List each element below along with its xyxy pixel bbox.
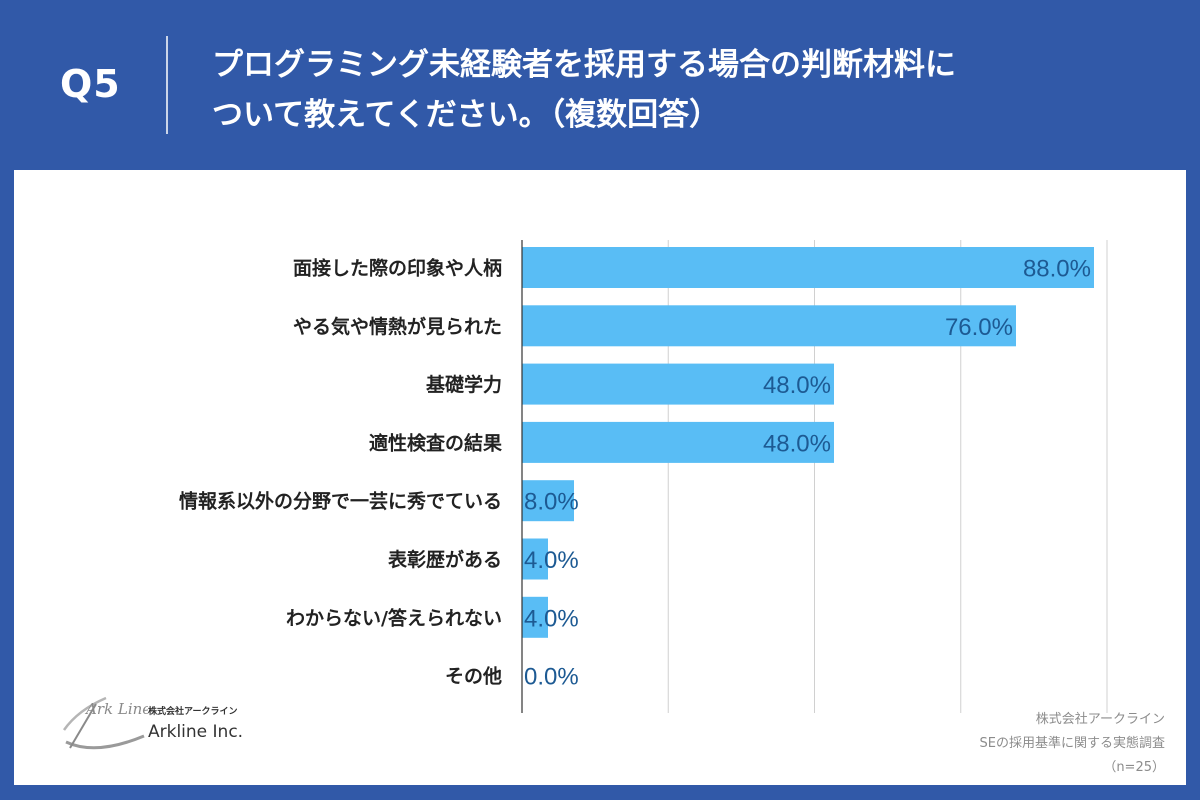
bar-0 bbox=[522, 247, 1094, 288]
question-number: Q5 bbox=[60, 62, 121, 106]
data-label-1: 76.0% bbox=[945, 314, 1013, 341]
source-survey: SEの採用基準に関する実態調査 bbox=[979, 736, 1165, 751]
bar-2 bbox=[522, 363, 834, 405]
bar-chart: 面接した際の印象や人柄 88.0% やる気や情熱が見られた 76.0% 基礎学力 48.0… bbox=[179, 240, 1108, 713]
source-note: 株式会社アークライン SEの採用基準に関する実態調査 （n=25） bbox=[980, 708, 1165, 780]
category-label-3: 適性検査の結果 bbox=[369, 431, 502, 454]
logo-company-jp: 株式会社アークライン bbox=[148, 707, 238, 717]
data-label-7: 0.0% bbox=[524, 664, 579, 691]
bar-4 bbox=[522, 480, 574, 522]
bar-5 bbox=[522, 538, 548, 580]
category-label-6: わからない/答えられない bbox=[286, 606, 502, 629]
logo-company-en: Arkline Inc. bbox=[148, 722, 244, 742]
bar-3 bbox=[522, 421, 834, 463]
arkline-emblem-icon: Ark Line bbox=[62, 696, 151, 750]
data-label-4: 8.0% bbox=[524, 489, 579, 516]
header-divider bbox=[166, 36, 168, 134]
logo-emblem-text: Ark Line bbox=[84, 700, 148, 718]
data-label-5: 4.0% bbox=[524, 547, 579, 574]
bar-1 bbox=[522, 305, 1016, 347]
question-line-1: プログラミング未経験者を採用する場合の判断材料に bbox=[212, 47, 956, 83]
question-line-2: ついて教えてください。（複数回答） bbox=[212, 97, 721, 133]
category-label-0: 面接した際の印象や人柄 bbox=[293, 257, 502, 280]
bar-6 bbox=[522, 596, 548, 638]
category-label-7: その他 bbox=[445, 665, 502, 688]
data-label-6: 4.0% bbox=[524, 605, 579, 632]
source-company: 株式会社アークライン bbox=[1035, 712, 1165, 727]
data-label-0: 88.0% bbox=[1023, 256, 1091, 283]
header: Q5 プログラミング未経験者を採用する場合の判断材料に ついて教えてください。（… bbox=[0, 0, 1200, 168]
category-label-4: 情報系以外の分野で一芸に秀でている bbox=[179, 490, 502, 513]
category-label-2: 基礎学力 bbox=[425, 373, 502, 396]
question-title: プログラミング未経験者を採用する場合の判断材料に ついて教えてください。（複数回… bbox=[212, 40, 1112, 140]
chart-panel: 面接した際の印象や人柄 88.0% やる気や情熱が見られた 76.0% 基礎学力 48.0… bbox=[14, 170, 1186, 785]
category-label-5: 表彰歴がある bbox=[388, 548, 502, 571]
company-logo: Ark Line 株式会社アークライン Arkline Inc. bbox=[56, 690, 256, 760]
category-label-1: やる気や情熱が見られた bbox=[293, 315, 502, 338]
data-label-2: 48.0% bbox=[763, 372, 831, 399]
source-sample-size: （n=25） bbox=[1103, 760, 1165, 775]
data-label-3: 48.0% bbox=[763, 430, 831, 457]
